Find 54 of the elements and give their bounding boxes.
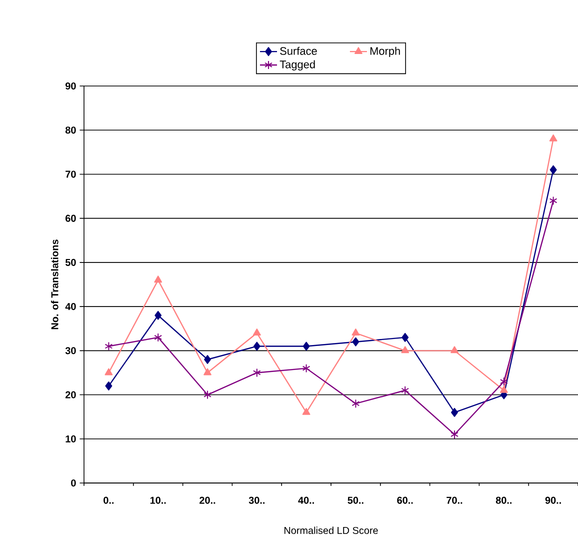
y-tick-label: 80 [65,126,76,134]
point [104,368,113,376]
x-tick-label: 60.. [397,496,413,504]
y-tick-label: 40 [65,303,76,310]
y-axis-title: No. of Translations [50,240,58,330]
point [204,368,212,376]
point [252,368,261,378]
point [402,332,409,342]
x-tick-label: 10.. [150,496,166,504]
y-tick-label: 10 [66,435,76,442]
point [549,134,558,142]
point [549,196,558,206]
point [500,386,508,393]
y-tick-label: 0 [71,479,76,487]
y-tick-label: 20 [65,391,76,398]
y-tick-label: 60 [66,214,76,222]
legend-label: Morph [370,46,400,58]
point [450,346,458,354]
y-tick-label: 30 [65,347,76,354]
point [105,381,112,390]
y-tick-label: 50 [65,258,76,266]
x-tick-label: 80.. [496,496,512,504]
point [253,342,260,351]
point [302,364,310,373]
x-tick-label: 90.. [545,496,561,504]
point [352,337,360,346]
x-axis-title: Normalised LD Score [284,526,378,534]
point [204,355,211,364]
point [104,342,113,351]
point [550,165,557,174]
point [154,332,162,342]
point [302,342,310,351]
point [154,310,162,320]
x-tick-label: 70.. [446,496,462,504]
point [451,408,458,417]
legend-label: Tagged [280,60,315,70]
point [252,328,261,336]
x-tick-label: 50.. [348,496,364,504]
point [352,399,360,408]
point [302,408,310,415]
point [154,276,162,283]
x-tick-label: 40.. [298,496,314,504]
point [401,386,410,395]
point [500,377,508,386]
point [401,346,410,354]
x-tick-label: 0.. [104,496,114,504]
y-tick-label: 70 [66,170,76,178]
point [204,390,212,400]
legend-label: Surface [280,46,317,55]
point [450,430,458,439]
y-tick-label: 90 [65,82,76,90]
point [352,328,360,336]
x-tick-label: 30.. [248,496,265,504]
x-tick-label: 20.. [200,496,216,504]
